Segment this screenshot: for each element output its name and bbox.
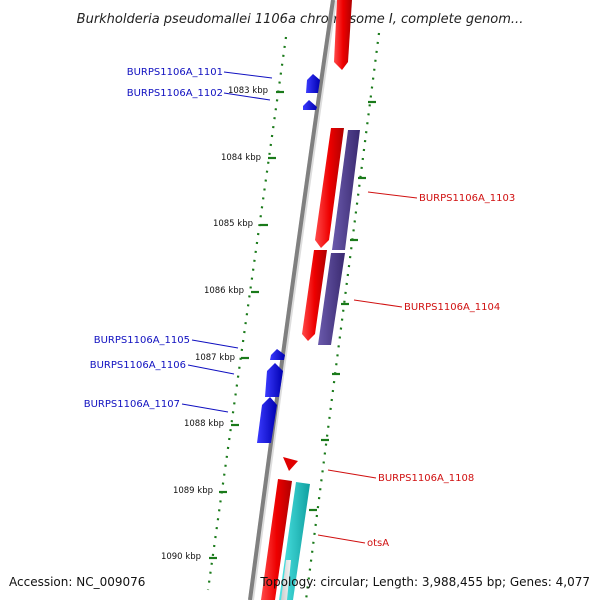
- gene-bar-burps1106a-1108[interactable]: [283, 457, 298, 471]
- gene-bar-burps1106a-1104[interactable]: [302, 250, 327, 341]
- gene-label-burps1106a-1102[interactable]: BURPS1106A_1102: [127, 88, 223, 99]
- tick-label: 1083 kbp: [228, 86, 268, 96]
- gene-bar-burps1106a-1101[interactable]: [306, 74, 320, 93]
- gene-label-burps1106a-1105[interactable]: BURPS1106A_1105: [94, 335, 190, 346]
- left-label-connectors: [181, 71, 273, 413]
- gc-dot-track-left: [206, 36, 288, 591]
- gene-label-burps1106a-1106[interactable]: BURPS1106A_1106: [90, 360, 186, 371]
- cog-bar-burps1106a-1104[interactable]: [318, 253, 345, 345]
- tick-label: 1088 kbp: [184, 419, 224, 429]
- gene-bar-burps1106a-1103[interactable]: [315, 128, 344, 248]
- tick-label: 1086 kbp: [204, 286, 244, 296]
- tick-label: 1087 kbp: [195, 353, 235, 363]
- gene-bar-burps1106a-1106[interactable]: [265, 363, 283, 397]
- cog-bar-gray: [281, 560, 291, 600]
- accession-text: Accession: NC_009076: [9, 575, 145, 589]
- tick-label: 1090 kbp: [161, 552, 201, 562]
- gene-bar-top[interactable]: [334, 0, 352, 70]
- gene-label-otsa[interactable]: otsA: [367, 538, 389, 549]
- gene-label-burps1106a-1101[interactable]: BURPS1106A_1101: [127, 67, 223, 78]
- tick-label: 1085 kbp: [213, 219, 253, 229]
- backbone: [248, 0, 335, 600]
- gene-label-burps1106a-1108[interactable]: BURPS1106A_1108: [378, 473, 474, 484]
- genome-summary-text: Topology: circular; Length: 3,988,455 bp…: [259, 575, 590, 589]
- gc-dash-marks: [209, 90, 376, 560]
- gene-label-burps1106a-1104[interactable]: BURPS1106A_1104: [404, 302, 500, 313]
- cog-bar-burps1106a-1103[interactable]: [332, 130, 360, 250]
- gene-bar-burps1106a-1102[interactable]: [303, 100, 317, 110]
- gene-bar-burps1106a-1105[interactable]: [270, 349, 285, 360]
- gene-bar-otsa[interactable]: [261, 479, 292, 600]
- gene-bar-burps1106a-1107[interactable]: [257, 397, 277, 443]
- gene-label-burps1106a-1103[interactable]: BURPS1106A_1103: [419, 193, 515, 204]
- gene-label-burps1106a-1107[interactable]: BURPS1106A_1107: [84, 399, 180, 410]
- tick-label: 1084 kbp: [221, 153, 261, 163]
- tick-label: 1089 kbp: [173, 486, 213, 496]
- map-title: Burkholderia pseudomallei 1106a chromoso…: [77, 12, 524, 27]
- right-label-connectors: [317, 191, 418, 544]
